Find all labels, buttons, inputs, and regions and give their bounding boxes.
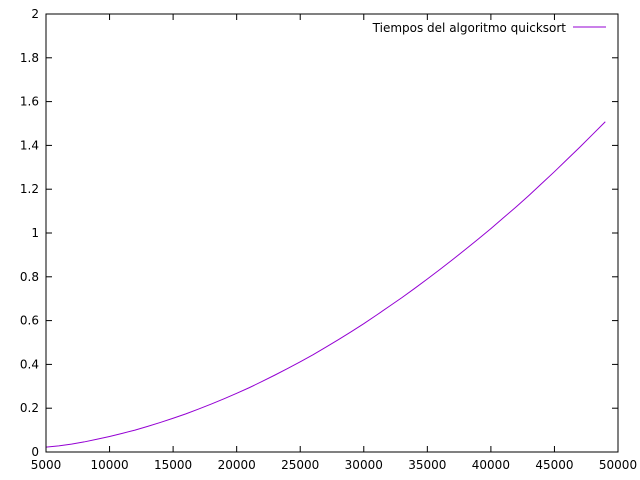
- y-tick-label: 1.2: [20, 182, 39, 196]
- x-tick-label: 25000: [281, 458, 319, 472]
- series-line: [45, 121, 606, 448]
- y-tick-label: 2: [31, 7, 39, 21]
- plot-frame: [45, 13, 619, 453]
- x-tick-label: 30000: [345, 458, 383, 472]
- x-tick-label: 5000: [31, 458, 62, 472]
- x-tick-label: 45000: [535, 458, 573, 472]
- series-layer: [45, 121, 606, 448]
- x-tick-label: 15000: [154, 458, 192, 472]
- y-tick-label: 0: [31, 445, 39, 459]
- x-tick-label: 20000: [218, 458, 256, 472]
- x-tick-label: 10000: [90, 458, 128, 472]
- y-tick-label: 1.4: [20, 138, 39, 152]
- axis-ticks: 5000 10000 15000 20000 25000 30000 35000 40000 4…: [20, 7, 637, 472]
- y-tick-label: 0.6: [20, 314, 39, 328]
- y-tick-label: 1.6: [20, 95, 39, 109]
- y-tick-label: 0.2: [20, 401, 39, 415]
- y-tick-label: 1.8: [20, 51, 39, 65]
- y-tick-label: 0.8: [20, 270, 39, 284]
- legend-label: Tiempos del algoritmo quicksort: [372, 21, 567, 35]
- x-tick-label: 40000: [472, 458, 510, 472]
- x-tick-label: 35000: [408, 458, 446, 472]
- x-tick-label: 50000: [599, 458, 637, 472]
- y-tick-label: 0.4: [20, 357, 39, 371]
- legend: Tiempos del algoritmo quicksort: [372, 21, 606, 35]
- y-tick-label: 1: [31, 226, 39, 240]
